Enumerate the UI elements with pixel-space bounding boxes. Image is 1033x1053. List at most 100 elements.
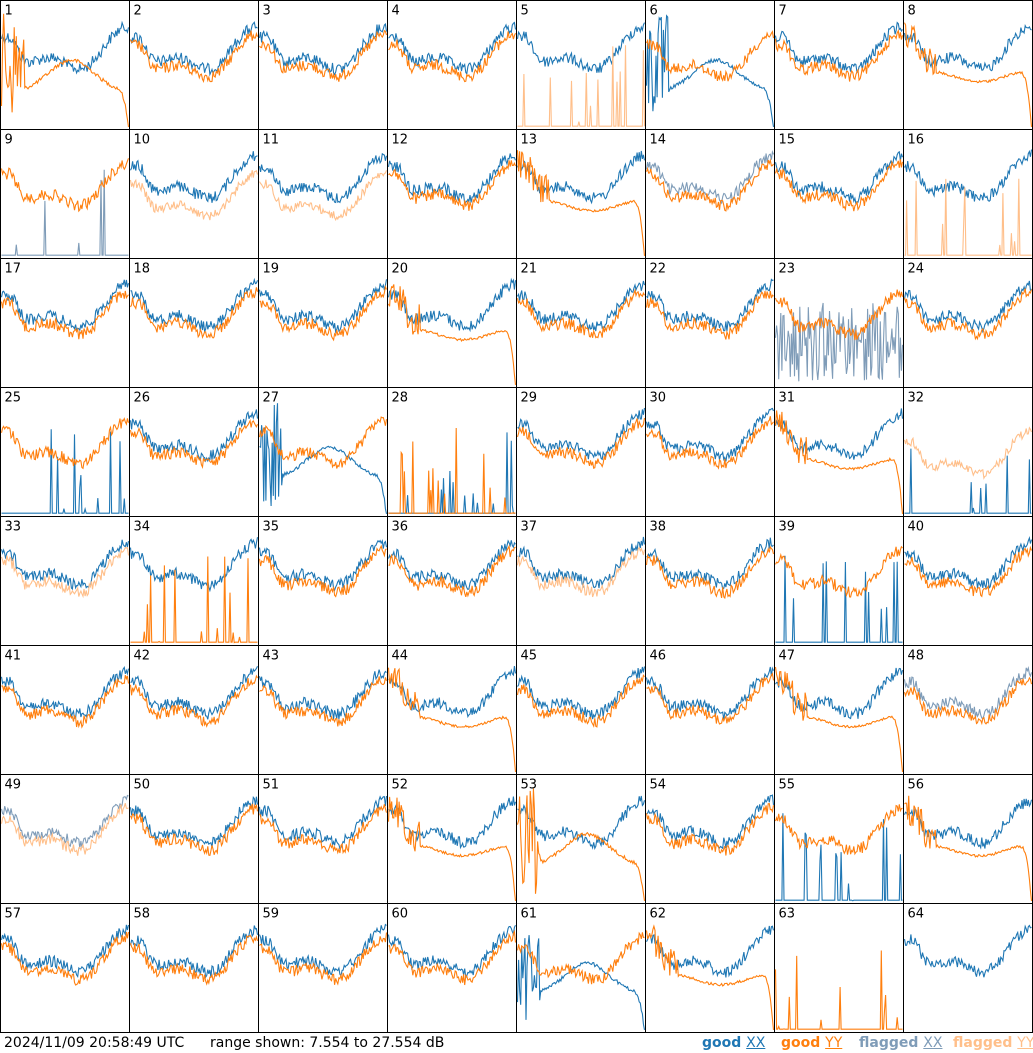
antenna-panel: 52 — [387, 774, 517, 904]
spectrum-yy-line — [774, 666, 904, 772]
antenna-panel: 19 — [258, 258, 388, 388]
panel-frame — [387, 774, 517, 904]
antenna-panel: 8 — [903, 0, 1033, 130]
panel-label: 37 — [521, 520, 538, 535]
legend-pol: YY — [825, 1035, 843, 1051]
spectrum-yy-line — [904, 178, 1032, 256]
legend-word: good — [702, 1035, 742, 1051]
panel-label: 4 — [392, 4, 400, 19]
spectrum-xx-line — [130, 277, 259, 334]
spectrum-xx-line — [517, 536, 646, 589]
spectrum-xx-line — [387, 539, 516, 591]
spectrum-yy-line — [0, 803, 129, 856]
panel-label: 38 — [650, 520, 667, 535]
panel-frame — [129, 258, 259, 388]
timestamp: 2024/11/09 20:58:49 UTC — [4, 1035, 185, 1051]
spectrum-xx-line — [388, 666, 517, 719]
spectrum-yy-line — [646, 672, 775, 725]
spectrum-yy-line — [517, 45, 646, 127]
panel-frame — [516, 516, 646, 646]
spectrum-xx-line — [646, 537, 774, 590]
spectrum-yy-line — [259, 170, 388, 222]
antenna-panel: 22 — [645, 258, 775, 388]
spectrum-yy-line — [903, 288, 1033, 341]
spectrum-xx-line — [387, 277, 517, 333]
spectrum-yy-line — [516, 788, 646, 901]
antenna-panel: 62 — [645, 903, 775, 1033]
antenna-panel: 15 — [774, 129, 904, 259]
antenna-panel: 63 — [774, 903, 904, 1033]
antenna-panel: 61 — [516, 903, 646, 1033]
panel-label: 44 — [392, 649, 409, 664]
spectrum-yy-line — [0, 13, 130, 127]
antenna-panel: 9 — [0, 129, 130, 259]
spectrum-xx-line — [129, 409, 259, 463]
spectrum-yy-line — [1, 675, 130, 729]
panel-frame — [516, 258, 646, 388]
panel-label: 54 — [650, 778, 667, 793]
antenna-panel: 42 — [129, 645, 259, 775]
antenna-panel: 45 — [516, 645, 646, 775]
antenna-panel: 37 — [516, 516, 646, 646]
spectrum-xx-line — [130, 151, 258, 203]
spectrum-xx-line — [517, 407, 646, 461]
spectrum-yy-line — [774, 804, 903, 856]
antenna-panel: 31 — [774, 387, 904, 517]
antenna-panel: 50 — [129, 774, 259, 904]
antenna-panel: 53 — [516, 774, 646, 904]
panel-label: 28 — [392, 391, 409, 406]
panel-frame — [645, 129, 775, 259]
panel-label: 52 — [392, 778, 409, 793]
panel-label: 60 — [392, 907, 409, 922]
spectrum-yy-line — [0, 290, 129, 340]
panel-frame — [387, 645, 517, 775]
spectrum-xx-line — [130, 666, 258, 720]
panel-frame — [258, 903, 388, 1033]
antenna-panel: 48 — [903, 645, 1033, 775]
panel-frame — [0, 645, 130, 775]
panel-frame — [258, 129, 388, 259]
panel-label: 57 — [5, 907, 22, 922]
panel-frame — [516, 387, 646, 517]
spectrum-yy-line — [516, 931, 645, 985]
spectrum-yy-line — [774, 950, 903, 1030]
spectrum-yy-line — [645, 803, 775, 856]
panel-label: 8 — [908, 4, 916, 19]
spectrum-xx-line — [516, 935, 646, 1031]
antenna-panel: 27 — [258, 387, 388, 517]
antenna-panel: 29 — [516, 387, 646, 517]
spectrum-yy-line — [775, 545, 903, 598]
antenna-panel: 32 — [903, 387, 1033, 517]
spectrum-xx-line — [129, 537, 259, 593]
spectrum-yy-line — [645, 924, 775, 1030]
spectrum-xx-line — [904, 535, 1033, 590]
antenna-panel: 35 — [258, 516, 388, 646]
spectrum-yy-line — [774, 410, 904, 514]
panel-frame — [129, 129, 259, 259]
panel-frame — [516, 0, 646, 130]
panel-label: 26 — [134, 391, 151, 406]
panel-label: 16 — [908, 133, 925, 148]
spectrum-yy-line — [259, 29, 388, 82]
panel-frame — [387, 387, 517, 517]
panel-label: 3 — [263, 4, 271, 19]
spectrum-xx-line — [903, 280, 1032, 334]
antenna-panel: 20 — [387, 258, 517, 388]
panel-label: 13 — [521, 133, 538, 148]
panel-label: 55 — [779, 778, 796, 793]
panel-label: 42 — [134, 649, 151, 664]
spectrum-yy-line — [129, 803, 259, 857]
spectrum-yy-line — [129, 169, 259, 221]
spectrum-yy-line — [0, 158, 130, 213]
spectrum-xx-line — [646, 794, 775, 850]
spectrum-yy-line — [904, 795, 1033, 901]
antenna-panel: 11 — [258, 129, 388, 259]
spectrum-yy-line — [0, 417, 130, 470]
spectrum-xx-line — [258, 923, 387, 977]
spectrum-yy-line — [645, 545, 775, 600]
panel-label: 49 — [5, 778, 22, 793]
antenna-panel: 51 — [258, 774, 388, 904]
panel-label: 21 — [521, 262, 538, 277]
panel-label: 63 — [779, 907, 796, 922]
